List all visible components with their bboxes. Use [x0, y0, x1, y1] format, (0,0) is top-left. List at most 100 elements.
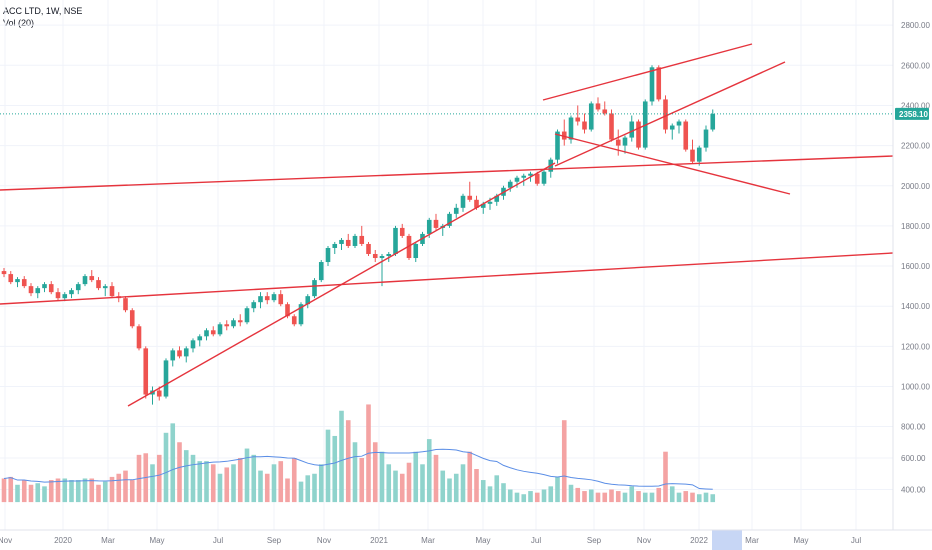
volume-bar [75, 480, 81, 503]
candle-body [690, 149, 695, 162]
candle-body [55, 292, 61, 299]
volume-bar [440, 470, 446, 503]
volume-bar [487, 486, 493, 503]
candle-body [237, 320, 243, 323]
volume-bar [507, 489, 513, 503]
volume-bar [528, 491, 533, 503]
volume-bar [271, 464, 277, 503]
volume-bar [413, 451, 419, 503]
volume-bar [494, 475, 500, 503]
volume-bar [96, 484, 101, 503]
volume-bar [568, 484, 574, 503]
trendline[interactable] [0, 252, 894, 305]
time-tick-label: Mar [421, 536, 435, 545]
candle-body [433, 219, 439, 228]
candle-body [345, 239, 351, 246]
volume-bar [35, 483, 41, 503]
candle-body [143, 348, 149, 395]
price-tick-label: 1200.00 [901, 342, 930, 351]
candle-body [339, 239, 344, 244]
volume-bar [663, 451, 668, 503]
candle-body [298, 304, 304, 325]
candle-body [264, 296, 270, 301]
time-tick-label: Jul [531, 536, 541, 545]
volume-bar [622, 492, 628, 503]
volume-bar [669, 486, 675, 503]
volume-axis[interactable]: 800.00 600.00 400.00 [901, 423, 926, 495]
volume-bar [170, 423, 176, 503]
time-tick-label: 2021 [370, 536, 388, 545]
price-tick-label: 2800.00 [901, 21, 930, 30]
volume-indicator-label[interactable]: Vol (20) [3, 18, 35, 28]
candle-body [514, 177, 520, 182]
candle-body [352, 235, 358, 246]
volume-bar [210, 464, 216, 503]
time-tick-label: Nov [637, 536, 651, 545]
volume-bar [393, 470, 398, 503]
candle-body [541, 171, 547, 184]
candle-body [582, 121, 587, 130]
candle-body [318, 262, 324, 281]
candle-body [494, 195, 500, 202]
candle-body [568, 117, 574, 140]
volume-bar [359, 458, 365, 503]
price-tick-label: 2600.00 [901, 61, 930, 70]
symbol-title[interactable]: ACC LTD, 1W, NSE [3, 6, 83, 16]
candle-body [96, 280, 101, 289]
trendline[interactable] [554, 133, 791, 195]
candle-body [561, 131, 567, 140]
trendline[interactable] [542, 43, 753, 101]
candle-body [177, 350, 182, 357]
candle-body [325, 247, 331, 263]
volume-bar [244, 448, 250, 503]
candle-body [156, 390, 162, 397]
volume-bar [642, 492, 648, 503]
candle-body [305, 296, 311, 305]
candle-body [204, 330, 209, 337]
candle-body [278, 294, 284, 305]
candle-body [555, 131, 560, 160]
volume-bar [1, 478, 7, 503]
volume-bar [480, 480, 486, 503]
candle-body [48, 284, 54, 293]
candle-body [663, 99, 668, 130]
candle-body [1, 271, 7, 275]
price-tick-label: 1000.00 [901, 383, 930, 392]
candle-body [285, 304, 290, 317]
trendline[interactable] [0, 155, 894, 191]
candle-body [393, 227, 398, 255]
candles [1, 65, 716, 405]
candle-body [244, 308, 250, 323]
time-tick-label: Mar [101, 536, 115, 545]
volume-bar [156, 454, 162, 503]
candle-body [8, 274, 14, 283]
volume-bar [345, 420, 351, 503]
volume-bar [588, 489, 594, 503]
volume-bar [379, 451, 385, 503]
time-axis[interactable]: Nov 2020 Mar May Jul Sep Nov 2021 Mar May Jul Sep No… [0, 529, 932, 545]
candle-body [69, 290, 74, 295]
volume-bar [298, 481, 304, 503]
candle-body [75, 284, 81, 291]
volume-bar [696, 494, 702, 503]
candle-body [507, 181, 513, 188]
time-tick-label: Nov [317, 536, 331, 545]
trendline[interactable] [127, 162, 556, 407]
candle-body [82, 276, 88, 285]
volume-bar [204, 461, 209, 503]
volume-bar [163, 432, 169, 503]
price-tick-label: 2400.00 [901, 101, 930, 110]
candle-body [183, 348, 189, 357]
volume-bar [129, 480, 135, 503]
volume-bar [352, 442, 358, 503]
time-tick-label: 2020 [54, 536, 72, 545]
candle-body [379, 256, 385, 259]
trendlines[interactable] [0, 43, 894, 407]
volume-bar [102, 481, 108, 503]
volume-bar [555, 476, 560, 503]
volume-bar [251, 454, 257, 503]
price-axis[interactable]: 2800.00 2600.00 2400.00 2200.00 2000.00 1800.… [892, 0, 930, 530]
candle-body [123, 298, 128, 311]
candle-body [703, 129, 709, 148]
